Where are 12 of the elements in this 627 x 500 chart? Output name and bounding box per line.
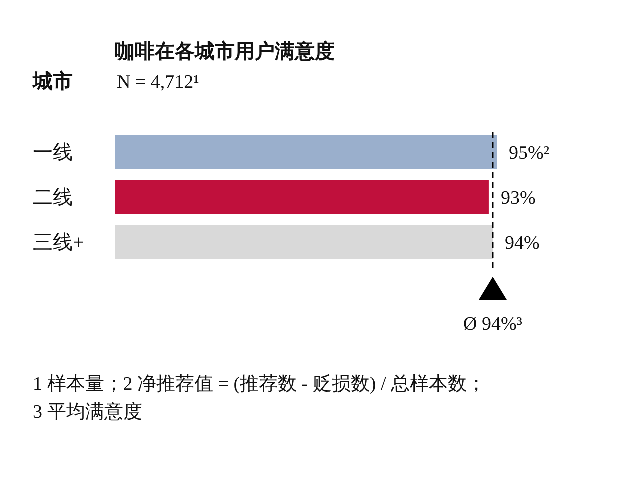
y-tick-label: 二线 <box>33 187 73 209</box>
data-label: 93% <box>500 188 536 209</box>
y-tick-label: 一线 <box>33 142 73 164</box>
y-tick-label: 三线+ <box>33 232 84 254</box>
data-label: 95%² <box>509 143 550 164</box>
text: N = 4,712¹ <box>117 72 200 93</box>
y-axis-title: 城市 <box>32 70 73 93</box>
ref-line-label: Ø 94%³ <box>463 314 523 335</box>
text: 3 平均满意度 <box>33 401 142 423</box>
chart-title: 咖啡在各城市用户满意度 <box>115 40 335 63</box>
data-label: 94% <box>504 233 540 254</box>
text: 1 样本量；2 净推荐值 = (推荐数 - 贬损数) / 总样本数； <box>33 374 486 395</box>
